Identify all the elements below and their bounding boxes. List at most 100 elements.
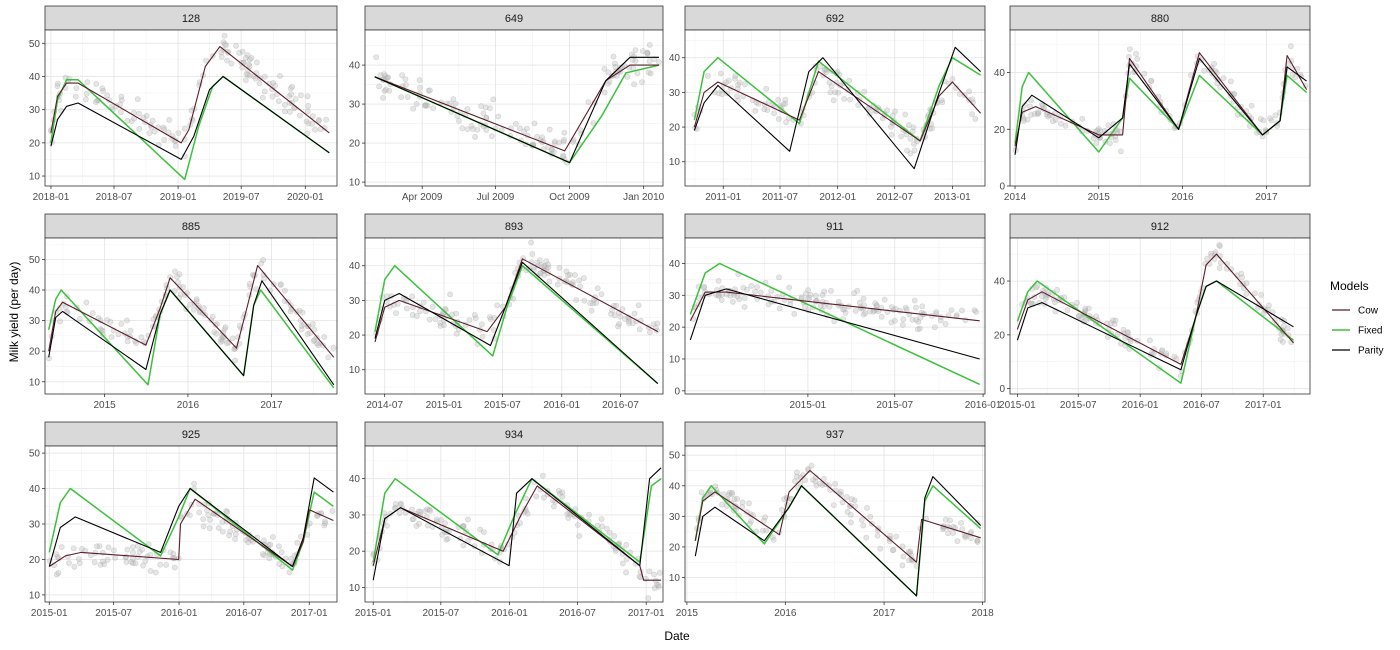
observed-point (887, 532, 893, 539)
y-tick-label: 20 (349, 547, 361, 558)
observed-point (764, 107, 771, 113)
observed-point (433, 516, 440, 523)
legend-label: Fixed (1358, 326, 1382, 337)
observed-point (416, 308, 423, 315)
observed-point (821, 288, 828, 295)
observed-point (190, 306, 197, 313)
plot-area (365, 30, 663, 186)
panels-layer: 128 10 20 30 40 50 2018-01 2018-07 2019-01 2019-0… (29, 5, 1311, 619)
observed-point (1201, 67, 1207, 74)
observed-point (1141, 70, 1148, 77)
observed-point (224, 57, 230, 64)
observed-point (217, 338, 224, 345)
observed-point (315, 342, 322, 348)
observed-point (735, 82, 741, 88)
observed-point (1257, 116, 1264, 122)
observed-point (1148, 78, 1155, 84)
observed-point (207, 516, 213, 523)
observed-point (1034, 282, 1041, 289)
observed-point (89, 310, 96, 317)
observed-point (260, 537, 267, 544)
observed-point (223, 508, 230, 514)
data-layer (694, 462, 982, 597)
observed-point (1111, 321, 1118, 328)
observed-point (1021, 102, 1028, 109)
data-layer (1016, 242, 1295, 384)
observed-point (384, 74, 391, 81)
observed-point (171, 288, 178, 294)
observed-point (581, 275, 587, 281)
observed-point (744, 286, 750, 293)
observed-point (138, 334, 145, 341)
observed-point (1248, 102, 1255, 109)
observed-point (1268, 117, 1275, 124)
panel-925: 925 10 20 30 40 50 2015-01 2015-07 2016-01 2016-0… (29, 421, 338, 619)
observed-point (409, 516, 416, 523)
observed-point (958, 520, 964, 526)
observed-point (140, 562, 146, 569)
observed-point (1267, 115, 1273, 122)
observed-point (415, 508, 422, 515)
observed-point (959, 307, 965, 314)
observed-point (907, 135, 914, 142)
observed-point (130, 549, 136, 556)
observed-point (748, 282, 755, 289)
observed-point (304, 330, 311, 337)
observed-point (835, 298, 842, 305)
observed-point (107, 318, 114, 325)
observed-point (909, 128, 916, 135)
y-tick-label: 20 (994, 125, 1006, 136)
plot-area (365, 238, 663, 394)
data-layer (46, 257, 337, 389)
observed-point (854, 287, 861, 294)
observed-point (1112, 137, 1119, 143)
observed-point (1280, 339, 1286, 345)
observed-point (77, 315, 83, 322)
observed-point (537, 257, 543, 264)
observed-point (161, 126, 168, 133)
observed-point (115, 331, 122, 338)
observed-point (528, 239, 534, 246)
observed-point (124, 317, 130, 324)
observed-point (239, 48, 246, 55)
observed-point (746, 500, 752, 507)
observed-point (140, 114, 147, 121)
observed-point (915, 326, 921, 333)
observed-point (740, 284, 747, 291)
observed-point (244, 52, 251, 58)
observed-point (904, 147, 910, 154)
observed-point (1094, 127, 1101, 134)
observed-point (181, 125, 188, 132)
observed-point (858, 517, 865, 523)
observed-point (847, 511, 854, 518)
observed-point (870, 308, 877, 315)
observed-point (402, 76, 409, 82)
observed-point (83, 96, 89, 103)
observed-point (541, 494, 547, 501)
observed-point (949, 76, 956, 82)
observed-point (715, 292, 722, 299)
facet-strip (684, 213, 986, 239)
observed-point (203, 57, 209, 64)
observed-point (798, 294, 805, 301)
observed-point (221, 32, 228, 39)
observed-point (572, 272, 578, 278)
observed-point (466, 317, 473, 323)
observed-point (1078, 314, 1085, 321)
observed-point (377, 72, 384, 79)
observed-point (442, 520, 448, 526)
observed-point (819, 292, 826, 298)
observed-point (143, 112, 150, 119)
observed-point (909, 316, 916, 323)
observed-point (715, 277, 722, 284)
y-tick-label: 20 (29, 138, 41, 149)
observed-point (193, 298, 200, 305)
y-tick-label: 10 (29, 377, 41, 388)
observed-point (193, 296, 200, 303)
y-tick-label: 10 (669, 354, 681, 365)
observed-point (1120, 326, 1127, 333)
observed-point (315, 117, 322, 123)
observed-point (228, 60, 235, 67)
observed-point (623, 556, 630, 562)
observed-point (100, 88, 106, 94)
